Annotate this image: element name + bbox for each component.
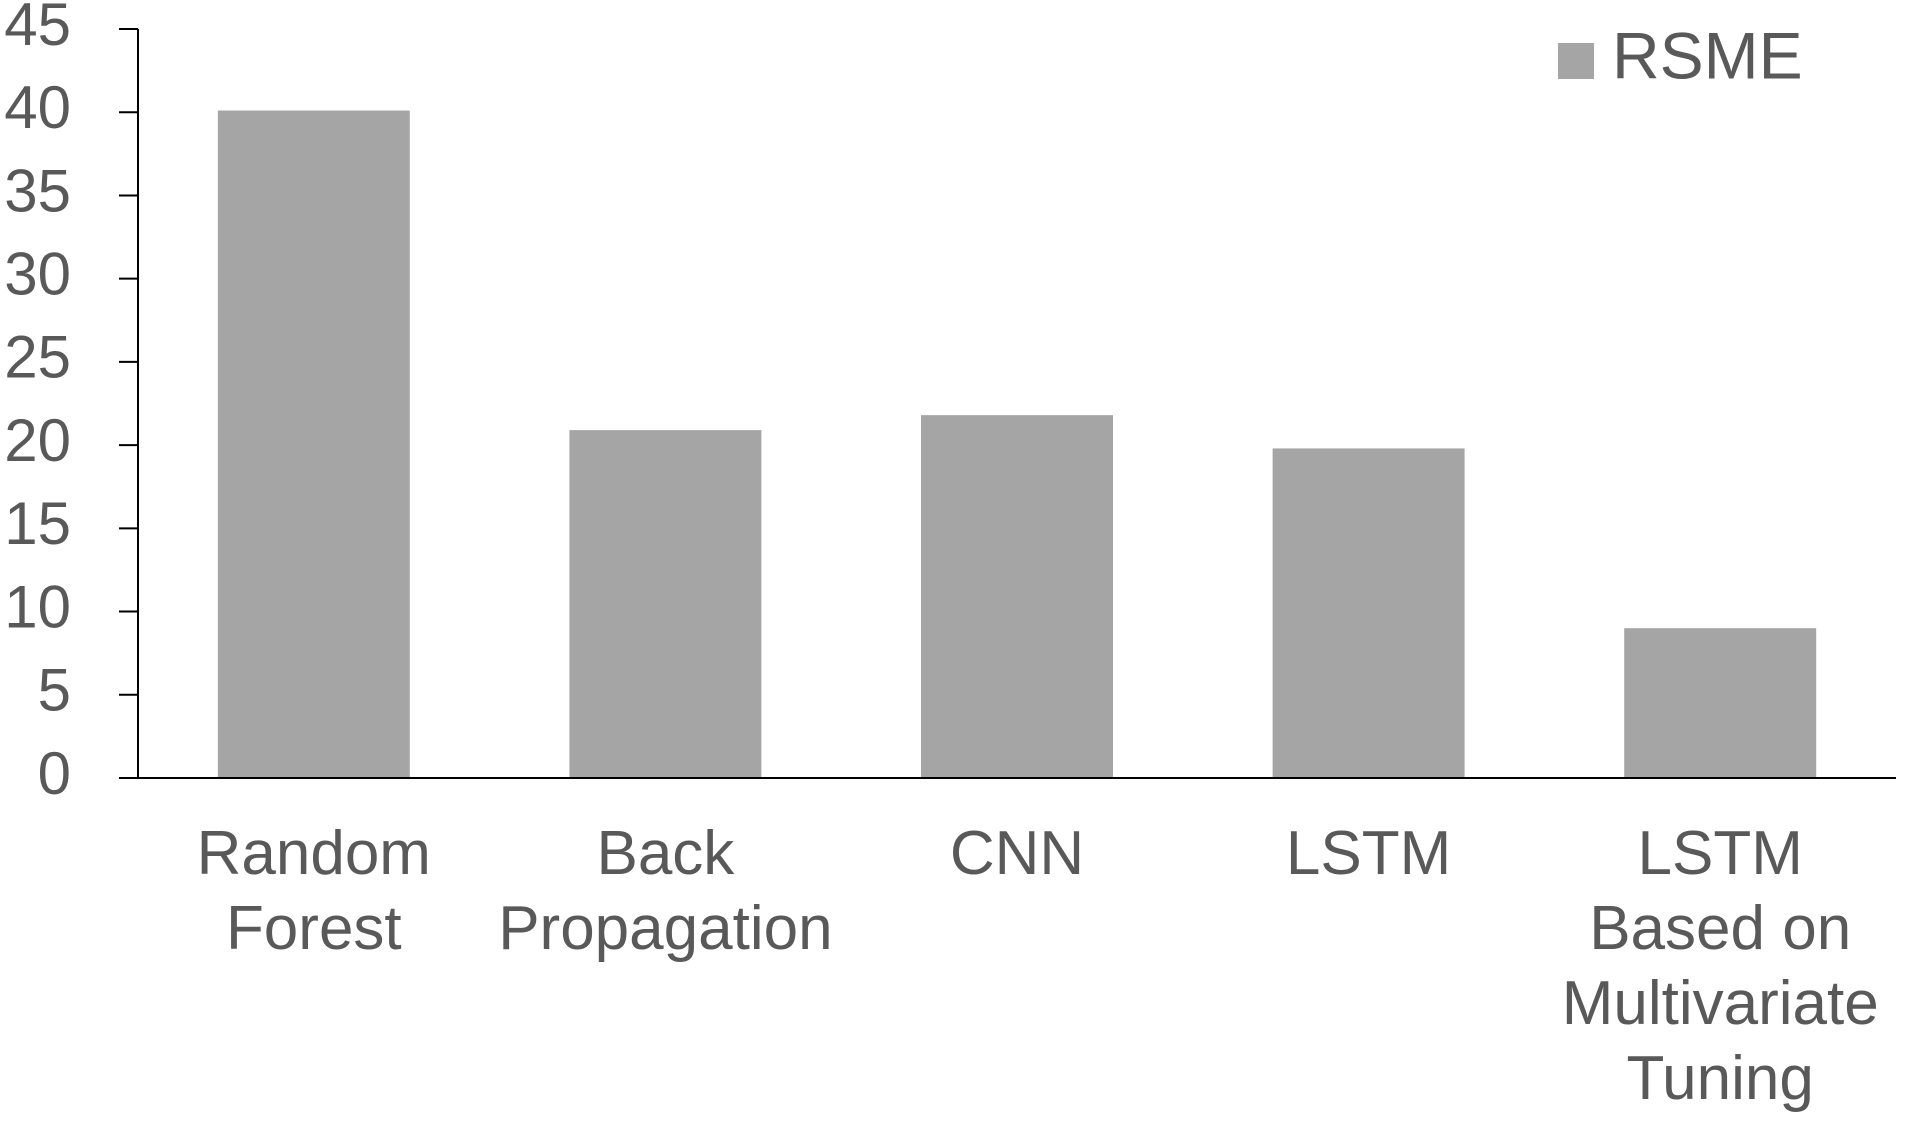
x-tick-label: CNN (949, 819, 1085, 888)
legend-swatch (1558, 43, 1594, 79)
y-tick-label: 0 (38, 740, 71, 807)
y-tick-label: 15 (4, 490, 71, 557)
y-tick-label: 40 (4, 74, 71, 141)
y-tick-label: 30 (4, 241, 71, 308)
bar (217, 110, 410, 778)
y-tick-label: 5 (38, 657, 71, 724)
x-tick-label: LSTM Based on Multivariate Tuning (1561, 819, 1879, 1113)
y-tick-label: 10 (4, 573, 71, 640)
y-tick-label: 20 (4, 407, 71, 474)
y-tick-label: 35 (4, 157, 71, 224)
x-tick-label: Back Propagation (498, 819, 833, 963)
bar (1272, 448, 1465, 778)
bar (921, 415, 1113, 778)
legend-label: RSME (1612, 18, 1803, 92)
x-tick-label: Random Forest (196, 819, 431, 963)
bar (1624, 628, 1817, 778)
y-tick-label: 45 (4, 0, 71, 58)
y-tick-label: 25 (4, 324, 71, 391)
x-tick-label: LSTM (1285, 819, 1452, 888)
bar (569, 430, 762, 778)
